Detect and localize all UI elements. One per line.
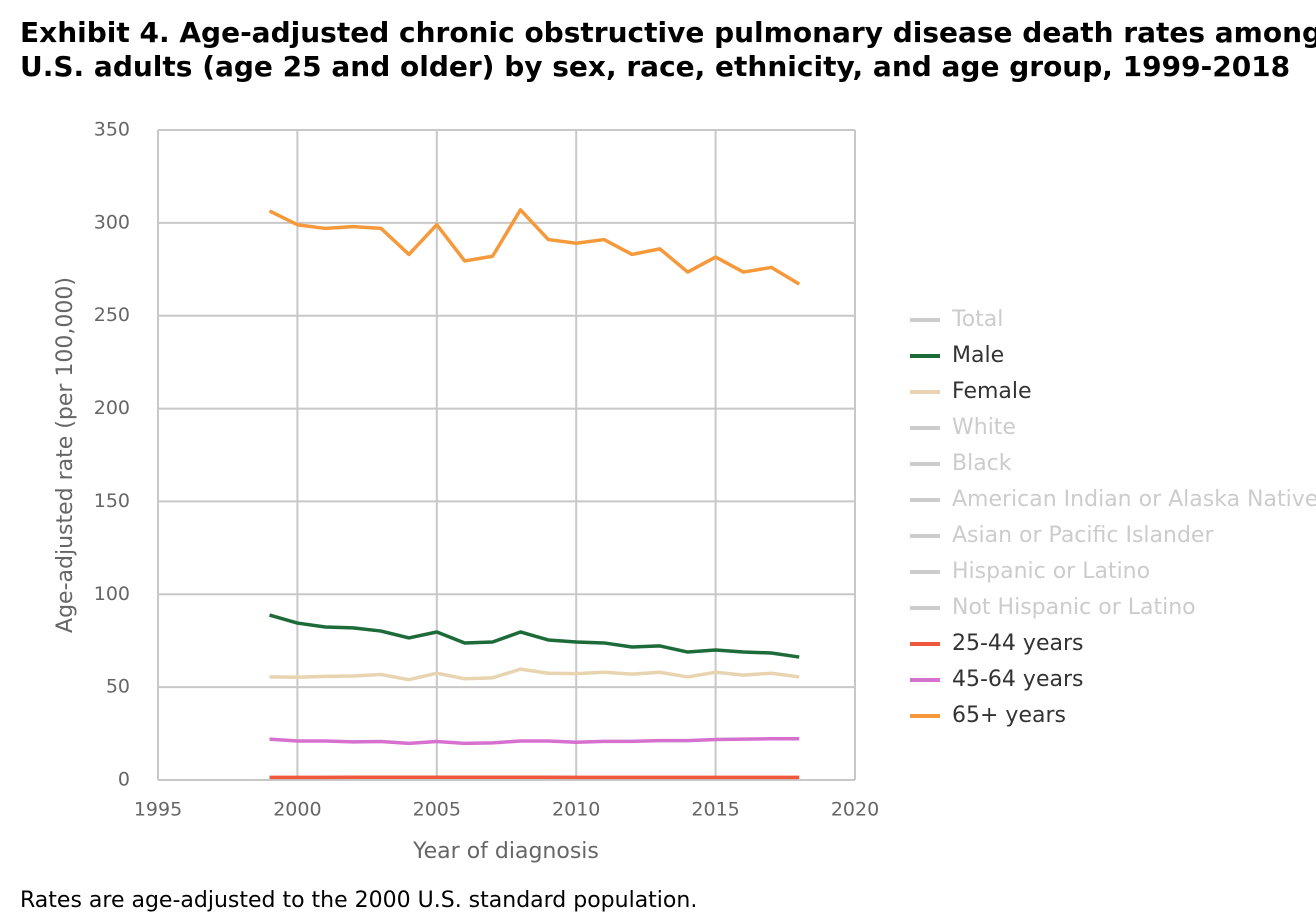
- chart-title: U.S. adults (age 25 and older) by sex, r…: [20, 50, 1290, 83]
- legend-label: Total: [951, 307, 1003, 332]
- x-tick-label: 2015: [691, 799, 739, 821]
- series-line: [269, 667, 800, 682]
- y-tick-label: 200: [94, 397, 130, 419]
- legend-label: Hispanic or Latino: [952, 559, 1150, 584]
- x-tick-label: 2005: [413, 799, 461, 821]
- series-line: [269, 737, 800, 746]
- legend-label: Female: [952, 379, 1032, 404]
- series-line: [269, 613, 800, 659]
- y-tick-label: 100: [94, 583, 130, 605]
- legend-label: 45-64 years: [952, 667, 1083, 692]
- x-tick-label: 2020: [831, 799, 879, 821]
- legend-label: Not Hispanic or Latino: [952, 595, 1196, 620]
- y-tick-label: 50: [106, 676, 130, 698]
- y-tick-label: 150: [94, 490, 130, 512]
- legend-label: 65+ years: [952, 703, 1066, 728]
- legend-label: White: [952, 415, 1016, 440]
- series-line: [268, 208, 801, 286]
- legend-label: 25-44 years: [952, 631, 1083, 656]
- y-tick-label: 300: [94, 211, 130, 233]
- y-tick-label: 250: [94, 304, 130, 326]
- y-axis-label: Age-adjusted rate (per 100,000): [53, 277, 78, 633]
- x-tick-label: 1995: [134, 799, 182, 821]
- x-tick-label: 2010: [552, 799, 600, 821]
- legend-label: Male: [952, 343, 1004, 368]
- footnote: Rates are age-adjusted to the 2000 U.S. …: [20, 888, 697, 913]
- chart-title: Exhibit 4. Age-adjusted chronic obstruct…: [20, 16, 1316, 49]
- legend-label: American Indian or Alaska Native: [952, 487, 1316, 512]
- legend-label: Asian or Pacific Islander: [952, 523, 1214, 548]
- x-axis-label: Year of diagnosis: [412, 839, 599, 864]
- legend-label: Black: [952, 451, 1012, 476]
- y-tick-label: 0: [118, 769, 130, 791]
- x-tick-label: 2000: [273, 799, 321, 821]
- y-tick-label: 350: [94, 119, 130, 141]
